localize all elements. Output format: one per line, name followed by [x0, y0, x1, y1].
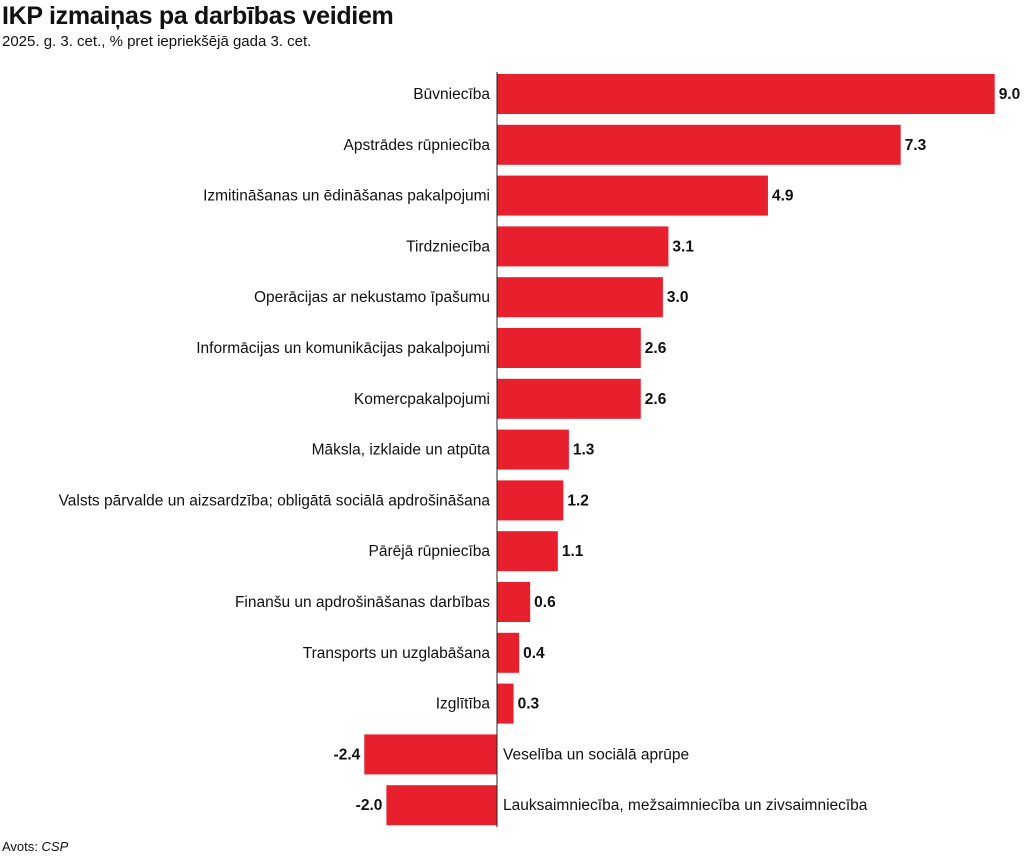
chart-subtitle: 2025. g. 3. cet., % pret iepriekšējā gad… [2, 33, 312, 50]
value-label: -2.4 [334, 746, 361, 763]
value-label: 0.3 [518, 696, 540, 713]
category-label: Informācijas un komunikācijas pakalpojum… [196, 340, 490, 357]
bar [497, 531, 558, 572]
category-label: Komercpakalpojumi [354, 391, 490, 408]
source-label: Avots: [2, 839, 38, 854]
value-label: -2.0 [356, 797, 383, 814]
value-label: 2.6 [645, 340, 667, 357]
bar [497, 328, 641, 368]
value-label: 1.3 [573, 442, 595, 459]
value-label: 7.3 [905, 137, 927, 154]
category-label: Apstrādes rūpniecība [344, 137, 491, 154]
category-label: Veselība un sociālā aprūpe [503, 746, 689, 763]
value-label: 1.2 [567, 492, 589, 509]
bar [497, 226, 669, 267]
value-label: 0.6 [534, 594, 556, 611]
category-label: Lauksaimniecība, mežsaimniecība un zivsa… [503, 797, 868, 814]
category-label: Tirdzniecība [406, 238, 490, 255]
bar [497, 429, 569, 470]
value-label: 1.1 [562, 543, 584, 560]
source-name: CSP [41, 839, 69, 854]
bar [497, 74, 995, 114]
bar [497, 480, 564, 521]
category-label: Operācijas ar nekustamo īpašumu [254, 289, 490, 306]
value-label: 4.9 [772, 188, 794, 205]
source-note: Avots: CSP [2, 839, 68, 854]
value-label: 3.0 [667, 289, 689, 306]
value-label: 9.0 [999, 86, 1021, 103]
bar [497, 582, 531, 622]
bar [386, 785, 497, 826]
category-label: Valsts pārvalde un aizsardzība; obligātā… [59, 492, 491, 509]
bar [497, 175, 768, 216]
value-label: 0.4 [523, 645, 545, 662]
bar [497, 378, 641, 419]
value-label: 2.6 [645, 391, 667, 408]
bar [497, 632, 520, 673]
category-label: Transports un uzglabāšana [303, 645, 491, 662]
category-label: Pārējā rūpniecība [369, 543, 491, 560]
value-label: 3.1 [672, 238, 694, 255]
category-label: Māksla, izklaide un atpūta [312, 442, 491, 459]
bar [497, 277, 663, 318]
bar [364, 734, 497, 775]
category-label: Būvniecība [413, 86, 490, 103]
bar [497, 124, 901, 165]
category-label: Izmitināšanas un ēdināšanas pakalpojumi [203, 188, 490, 205]
bar [497, 683, 514, 724]
chart-title: IKP izmaiņas pa darbības veidiem [2, 2, 394, 30]
category-label: Finanšu un apdrošināšanas darbības [235, 594, 490, 611]
category-label: Izglītība [436, 696, 491, 713]
